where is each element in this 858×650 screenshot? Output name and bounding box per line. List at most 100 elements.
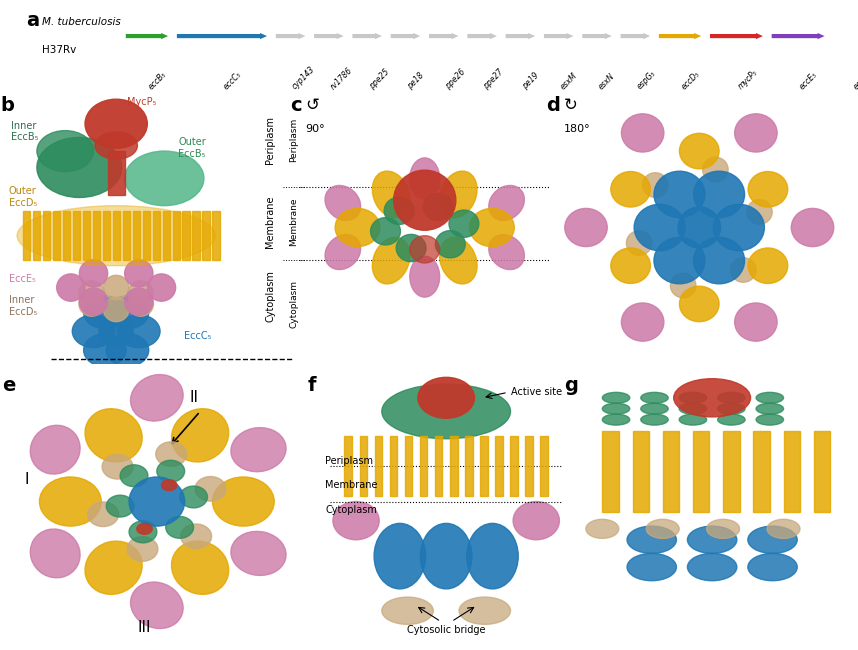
Text: Inner
EccB₅: Inner EccB₅: [11, 120, 39, 142]
Ellipse shape: [714, 204, 764, 251]
Text: eccC₅: eccC₅: [222, 70, 244, 91]
Text: eccB₅: eccB₅: [147, 70, 168, 91]
Ellipse shape: [130, 374, 183, 421]
Ellipse shape: [394, 170, 456, 230]
Text: M. tuberculosis: M. tuberculosis: [42, 17, 121, 27]
Bar: [480, 436, 487, 496]
Bar: [602, 430, 619, 512]
Ellipse shape: [469, 209, 514, 246]
Bar: [753, 430, 770, 512]
Ellipse shape: [439, 237, 477, 284]
Ellipse shape: [420, 523, 472, 589]
Ellipse shape: [767, 519, 800, 538]
Text: ppe27: ppe27: [482, 68, 505, 91]
Ellipse shape: [641, 414, 668, 425]
Ellipse shape: [687, 553, 737, 580]
Ellipse shape: [37, 131, 94, 172]
Ellipse shape: [680, 133, 719, 169]
Text: Cytoplasm: Cytoplasm: [325, 505, 377, 515]
Ellipse shape: [730, 257, 756, 282]
Text: Outer
EccD₅: Outer EccD₅: [9, 186, 37, 207]
Ellipse shape: [748, 526, 797, 553]
Ellipse shape: [179, 486, 208, 508]
Text: Membrane: Membrane: [289, 198, 299, 246]
Bar: [783, 430, 800, 512]
Bar: [82, 211, 90, 260]
Ellipse shape: [148, 274, 176, 301]
Ellipse shape: [124, 260, 153, 287]
Ellipse shape: [565, 209, 607, 246]
Ellipse shape: [410, 256, 439, 297]
Text: ↻: ↻: [564, 96, 577, 114]
Ellipse shape: [30, 529, 80, 578]
Bar: [153, 211, 160, 260]
Ellipse shape: [680, 403, 707, 414]
Ellipse shape: [410, 158, 439, 199]
Ellipse shape: [88, 502, 118, 526]
Text: rv1786: rv1786: [329, 66, 354, 91]
Ellipse shape: [124, 288, 153, 315]
Bar: [52, 211, 60, 260]
Bar: [405, 436, 413, 496]
Ellipse shape: [161, 480, 177, 491]
Ellipse shape: [717, 403, 745, 414]
Text: ppe26: ppe26: [444, 68, 468, 91]
Ellipse shape: [95, 132, 137, 159]
Ellipse shape: [382, 384, 511, 439]
Bar: [375, 436, 383, 496]
Ellipse shape: [734, 114, 777, 152]
Bar: [495, 436, 503, 496]
Text: e: e: [3, 376, 15, 395]
Ellipse shape: [102, 454, 133, 479]
Text: EccC₅: EccC₅: [184, 332, 212, 341]
Text: Periplasm: Periplasm: [265, 116, 275, 164]
Ellipse shape: [602, 393, 630, 403]
Bar: [435, 436, 443, 496]
Bar: [525, 436, 533, 496]
Ellipse shape: [489, 235, 524, 270]
Ellipse shape: [85, 409, 142, 462]
Text: mycP₅: mycP₅: [736, 68, 759, 91]
Bar: [73, 211, 80, 260]
Ellipse shape: [85, 541, 142, 594]
Ellipse shape: [678, 207, 721, 248]
Text: Active site: Active site: [511, 387, 562, 397]
Text: esxM: esxM: [559, 71, 579, 91]
Text: pe19: pe19: [521, 71, 541, 91]
Bar: [213, 211, 220, 260]
Ellipse shape: [106, 495, 134, 517]
Ellipse shape: [627, 526, 676, 553]
Ellipse shape: [693, 237, 745, 284]
Ellipse shape: [654, 171, 705, 218]
Ellipse shape: [83, 333, 126, 367]
Text: ppe25: ppe25: [367, 68, 390, 91]
Ellipse shape: [333, 502, 379, 540]
Ellipse shape: [748, 553, 797, 580]
Text: I: I: [25, 472, 29, 488]
Ellipse shape: [627, 553, 676, 580]
Ellipse shape: [621, 303, 664, 341]
Ellipse shape: [410, 236, 439, 263]
Text: Cytosolic bridge: Cytosolic bridge: [407, 625, 486, 635]
Text: Cytoplasm: Cytoplasm: [265, 270, 275, 322]
Bar: [344, 436, 352, 496]
Text: b: b: [0, 96, 14, 116]
Bar: [450, 436, 457, 496]
Text: II: II: [190, 390, 198, 406]
Ellipse shape: [374, 523, 426, 589]
Ellipse shape: [136, 523, 152, 534]
Text: cyp143: cyp143: [291, 64, 317, 91]
Ellipse shape: [646, 519, 680, 538]
Ellipse shape: [79, 292, 105, 317]
Ellipse shape: [104, 276, 129, 300]
Text: Inner
EccD₅: Inner EccD₅: [9, 295, 37, 317]
Bar: [183, 211, 190, 260]
Ellipse shape: [467, 523, 518, 589]
Ellipse shape: [459, 597, 511, 625]
Text: f: f: [307, 376, 316, 395]
Bar: [202, 211, 209, 260]
Ellipse shape: [166, 517, 194, 538]
Ellipse shape: [118, 315, 160, 348]
Bar: [540, 436, 547, 496]
Text: EccE₅: EccE₅: [9, 274, 35, 284]
